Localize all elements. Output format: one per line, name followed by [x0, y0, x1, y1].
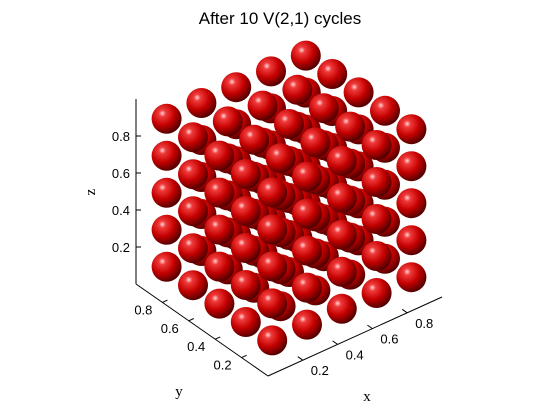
- sphere-point: [335, 111, 366, 142]
- sphere-point: [204, 140, 235, 171]
- x-tick-label: 0.2: [311, 363, 329, 378]
- sphere-point: [230, 196, 261, 226]
- y-tick-label: 0.2: [214, 358, 232, 373]
- sphere-point: [292, 309, 322, 340]
- sphere-point: [300, 127, 331, 158]
- sphere-point: [178, 233, 208, 264]
- y-tick-label: 0.6: [161, 321, 179, 336]
- x-tick-mark: [367, 324, 373, 330]
- sphere-point: [361, 167, 392, 197]
- sphere-point: [292, 161, 322, 192]
- sphere-point: [186, 88, 217, 118]
- chart-title: After 10 V(2,1) cycles: [199, 9, 362, 28]
- sphere-point: [151, 251, 182, 282]
- y-axis-line: [135, 283, 269, 377]
- y-tick-label: 0.4: [187, 339, 205, 354]
- sphere-point: [151, 214, 182, 245]
- tick-group: 0.2 0.4 0.6 0.8 0.2 0.4 0.6 0.8 0.2 0.4 0.6 0.8: [112, 129, 433, 378]
- sphere-point: [247, 90, 278, 121]
- sphere-point: [257, 177, 288, 208]
- z-tick-label: 0.8: [112, 129, 130, 144]
- y-tick-mark: [188, 318, 195, 322]
- x-axis-label: x: [363, 389, 371, 405]
- sphere-point: [317, 59, 348, 89]
- z-axis-label: z: [83, 188, 99, 195]
- sphere-point: [178, 159, 208, 190]
- sphere-point: [204, 251, 235, 282]
- sphere-point: [292, 198, 322, 229]
- sphere-point: [396, 225, 427, 256]
- sphere-point: [221, 72, 252, 103]
- sphere-point: [230, 307, 261, 337]
- sphere-point: [396, 151, 427, 182]
- sphere-point: [230, 233, 261, 263]
- sphere-point: [326, 256, 357, 287]
- x-tick-mark: [297, 356, 304, 361]
- y-tick-mark: [162, 299, 168, 303]
- sphere-point: [239, 124, 270, 155]
- sphere-point: [204, 288, 235, 319]
- sphere-point: [396, 114, 427, 145]
- y-axis-label: y: [175, 384, 183, 400]
- sphere-point: [230, 159, 261, 189]
- sphere-point: [257, 325, 288, 356]
- sphere-point: [292, 272, 322, 303]
- sphere-point: [343, 77, 374, 108]
- x-tick-label: 0.8: [415, 316, 433, 331]
- sphere-point: [151, 103, 182, 134]
- sphere-point: [326, 219, 357, 250]
- sphere-point: [361, 204, 392, 234]
- y-tick-label: 0.8: [134, 302, 152, 317]
- sphere-markers: [151, 40, 427, 356]
- sphere-point: [326, 293, 357, 324]
- sphere-point: [308, 93, 339, 124]
- x-tick-label: 0.6: [380, 332, 398, 347]
- sphere-point: [361, 278, 392, 308]
- y-tick-mark: [241, 354, 247, 359]
- sphere-point: [257, 214, 288, 245]
- sphere-point: [151, 177, 182, 208]
- x-tick-label: 0.4: [346, 347, 364, 362]
- sphere-point: [282, 74, 313, 105]
- sphere-point: [370, 95, 400, 126]
- sphere-point: [204, 214, 235, 245]
- axes-group: [135, 99, 443, 377]
- x-tick-mark: [401, 308, 408, 314]
- x-tick-mark: [332, 340, 338, 345]
- sphere-point: [326, 182, 357, 213]
- sphere-point: [151, 140, 182, 171]
- sphere-point: [178, 122, 208, 153]
- sphere-point: [257, 288, 288, 319]
- sphere-point: [274, 109, 304, 139]
- sphere-point: [292, 235, 322, 266]
- z-tick-label: 0.4: [112, 203, 130, 218]
- x-axis-line: [267, 296, 443, 377]
- sphere-point: [396, 262, 427, 293]
- sphere-point: [178, 196, 208, 227]
- sphere-point: [204, 177, 235, 208]
- y-tick-mark: [214, 336, 221, 340]
- sphere-point: [265, 143, 296, 174]
- sphere-point: [212, 106, 243, 137]
- z-tick-label: 0.2: [112, 240, 130, 255]
- sphere-point: [361, 130, 392, 160]
- z-tick-label: 0.6: [112, 166, 130, 181]
- sphere-point: [290, 40, 321, 71]
- sphere-point: [256, 56, 286, 87]
- sphere-point: [326, 145, 357, 176]
- sphere-point: [361, 241, 392, 271]
- sphere-point: [178, 270, 208, 301]
- sphere-point: [230, 270, 261, 300]
- sphere-point: [257, 251, 288, 282]
- sphere-point: [396, 188, 427, 219]
